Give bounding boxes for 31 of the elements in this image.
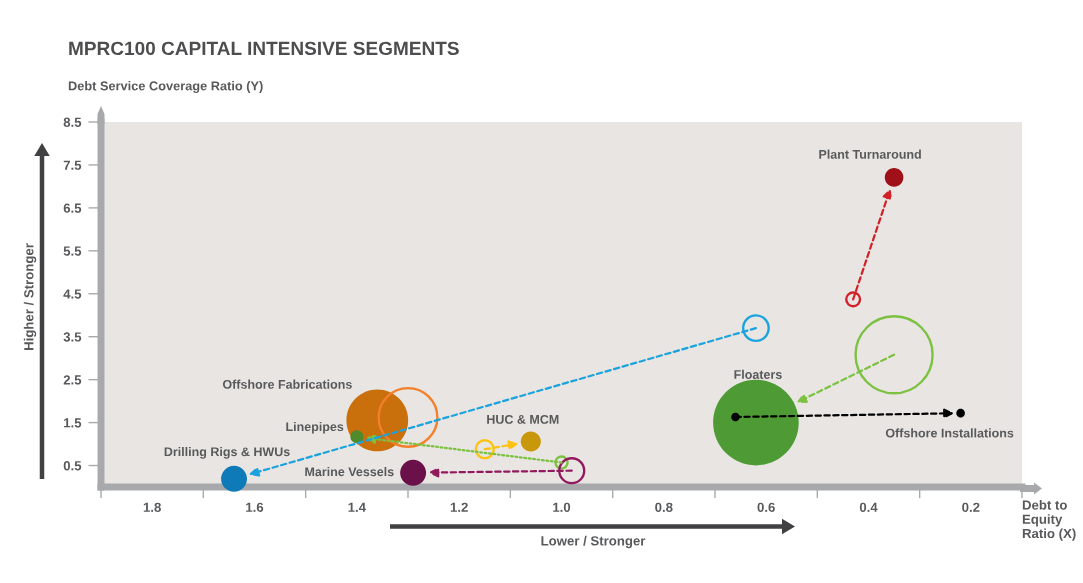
y-tick-label: 6.5 — [63, 203, 82, 213]
x-tick-label: 0.2 — [962, 502, 980, 512]
x-tick-label: 1.6 — [246, 502, 264, 512]
x-tick-label: 0.4 — [859, 502, 878, 512]
text: Higher / Stronger — [23, 243, 37, 350]
series-label: HUC & MCM — [487, 414, 559, 424]
series-label: Offshore Fabrications — [222, 379, 352, 389]
legend-label: Offshore Installations — [885, 428, 1014, 438]
series-label: Floaters — [734, 369, 782, 379]
y-tick-label: 3.5 — [63, 332, 82, 342]
text: Lower / Stronger — [541, 535, 646, 549]
x-tick-label: 0.6 — [757, 502, 775, 512]
y-tick-label: 0.5 — [63, 461, 82, 471]
y-tick-label: 7.5 — [63, 160, 82, 170]
x-tick-label: 0.8 — [655, 502, 673, 512]
series-label: Drilling Rigs & HWUs — [164, 446, 290, 459]
chart-title: MPRC100 CAPITAL INTENSIVE SEGMENTS — [69, 41, 459, 56]
x-tick-label: 1.4 — [348, 502, 366, 512]
series-label: Linepipes — [286, 421, 344, 434]
series-label: Plant Turnaround — [819, 149, 921, 159]
x-tick-label: 1.2 — [450, 502, 468, 512]
x-axis-title: Debt to Equity Ratio (X) — [1022, 500, 1076, 541]
y-tick-label: 1.5 — [64, 418, 82, 428]
y-axis-title: Debt Service Coverage Ratio (Y) — [68, 81, 263, 93]
series-label: Marine Vessels — [305, 467, 394, 477]
y-tick-label: 4.5 — [63, 289, 82, 299]
y-tick-label: 8.5 — [63, 117, 82, 127]
y-tick-label: 5.5 — [63, 246, 82, 256]
y-tick-label: 2.5 — [63, 375, 82, 385]
x-tick-label: 1.0 — [553, 502, 571, 512]
x-tick-label: 1.8 — [143, 502, 161, 512]
